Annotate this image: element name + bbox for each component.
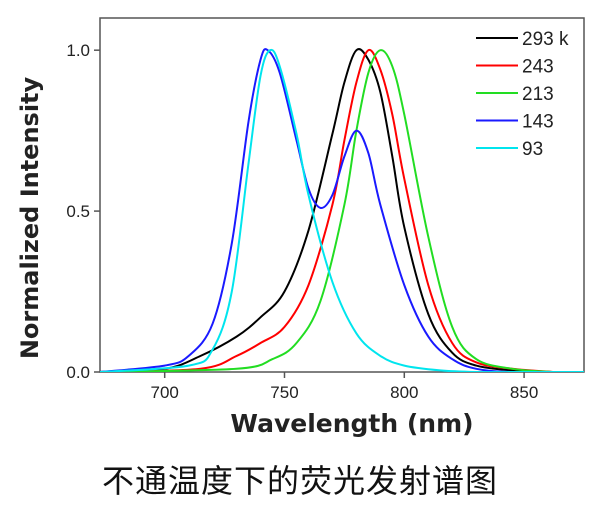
y-tick-label: 0.0 bbox=[66, 363, 90, 382]
plot-frame bbox=[99, 17, 585, 373]
series-line-2 bbox=[100, 49, 553, 372]
series-line-3 bbox=[100, 48, 584, 372]
legend-label: 213 bbox=[522, 84, 554, 105]
legend-label: 143 bbox=[522, 112, 554, 133]
y-tick-label: 0.5 bbox=[66, 202, 90, 221]
legend-label: 293 k bbox=[522, 29, 569, 50]
legend-label: 93 bbox=[522, 139, 543, 160]
emission-spectrum-chart: 700 750 800 850 0.0 0.5 1.0 293 k 243 213 143 93 W… bbox=[16, 17, 585, 438]
series-line-1 bbox=[100, 48, 553, 372]
axis-ticks: 700 750 800 850 0.0 0.5 1.0 bbox=[66, 41, 538, 402]
x-axis-title: Wavelength (nm) bbox=[230, 409, 473, 438]
x-tick-label: 800 bbox=[390, 383, 418, 402]
plot-lines bbox=[100, 48, 584, 372]
x-tick-label: 700 bbox=[151, 383, 179, 402]
figure-caption: 不通温度下的荧光发射谱图 bbox=[101, 462, 498, 500]
legend-label: 243 bbox=[522, 57, 554, 78]
legend: 293 k 243 213 143 93 bbox=[476, 29, 569, 160]
x-tick-label: 750 bbox=[270, 383, 298, 402]
x-tick-label: 850 bbox=[510, 383, 538, 402]
series-line-4 bbox=[100, 48, 584, 372]
y-tick-label: 1.0 bbox=[66, 41, 90, 60]
series-line-0 bbox=[100, 48, 553, 372]
y-axis-title: Normalized Intensity bbox=[16, 76, 44, 359]
